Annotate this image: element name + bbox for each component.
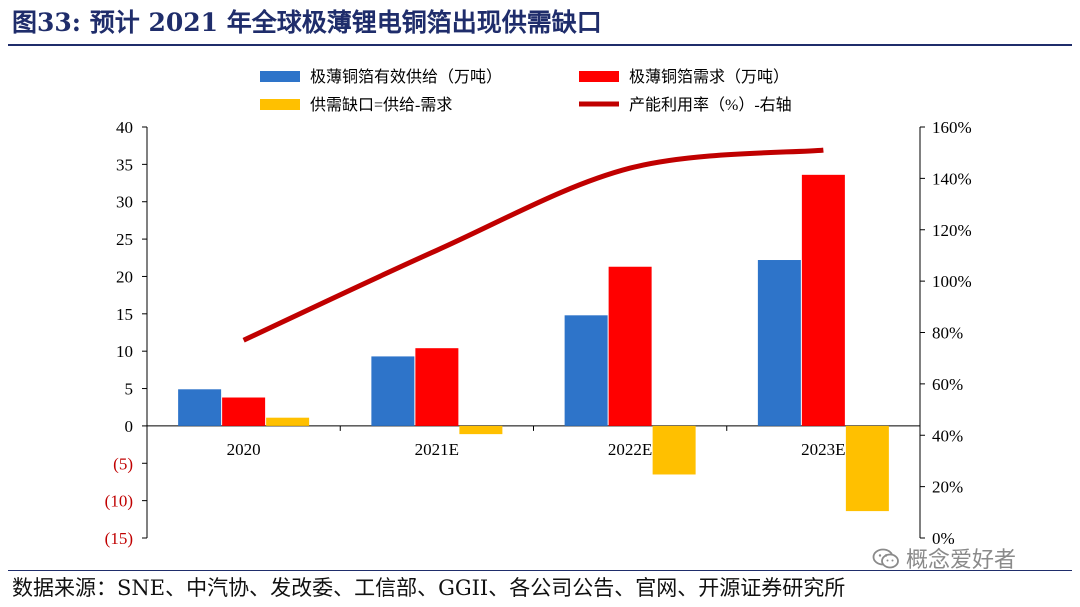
bar-gap bbox=[459, 425, 503, 435]
chart-axes: (15) (10) (5) 0 5 10 15 20 25 30 35 40 0% 20% 40% 60% 80… bbox=[105, 118, 972, 548]
right-axis-tick-label: 160% bbox=[932, 118, 972, 137]
left-axis-tick-label: 35 bbox=[116, 155, 133, 174]
left-axis-tick-label: 10 bbox=[116, 342, 133, 361]
x-axis-category-label: 2022E bbox=[608, 440, 652, 459]
right-axis-tick-label: 120% bbox=[932, 221, 972, 240]
data-source-note: 数据来源：SNE、中汽协、发改委、工信部、GGII、各公司公告、官网、开源证券研… bbox=[12, 576, 846, 600]
figure-label: 图33: bbox=[12, 8, 82, 37]
title-divider bbox=[8, 44, 1072, 46]
right-axis-tick-label: 0% bbox=[932, 529, 955, 548]
x-axis-category-label: 2023E bbox=[801, 440, 845, 459]
bar-gap bbox=[652, 425, 696, 475]
watermark: 概念爱好者 bbox=[872, 542, 1016, 574]
bar-gap bbox=[266, 417, 310, 426]
page-title: 图33: 预计 2021 年全球极薄锂电铜箔出现供需缺口 bbox=[12, 6, 602, 40]
right-axis-tick-label: 100% bbox=[932, 272, 972, 291]
left-axis-tick-label: (10) bbox=[105, 492, 133, 511]
watermark-text: 概念爱好者 bbox=[906, 548, 1017, 573]
left-axis-tick-label: 15 bbox=[116, 305, 133, 324]
left-axis-tick-label: 5 bbox=[125, 380, 134, 399]
bar-supply bbox=[564, 315, 608, 426]
chart-bars bbox=[178, 174, 889, 512]
right-axis-tick-label: 40% bbox=[932, 426, 963, 445]
legend-label: 产能利用率（%）-右轴 bbox=[629, 96, 792, 114]
bar-demand bbox=[801, 174, 845, 426]
right-axis-tick-label: 80% bbox=[932, 324, 963, 343]
chart-line bbox=[242, 147, 824, 343]
wechat-icon bbox=[872, 548, 899, 569]
left-axis-tick-label: 20 bbox=[116, 267, 133, 286]
legend-label: 极薄铜箔需求（万吨） bbox=[629, 68, 789, 86]
x-axis-category-label: 2021E bbox=[415, 440, 459, 459]
left-axis-tick-label: 40 bbox=[116, 118, 133, 137]
bar-gap bbox=[845, 425, 889, 512]
left-axis-tick-label: 25 bbox=[116, 230, 133, 249]
bar-supply bbox=[371, 356, 415, 426]
left-axis-tick-label: (15) bbox=[105, 529, 133, 548]
left-axis-tick-label: 30 bbox=[116, 193, 133, 212]
x-axis-category-label: 2020 bbox=[227, 440, 261, 459]
footer-divider bbox=[8, 570, 1072, 571]
right-axis-tick-label: 20% bbox=[932, 478, 963, 497]
right-axis-tick-label: 60% bbox=[932, 375, 963, 394]
legend-swatch bbox=[260, 99, 300, 110]
bar-supply bbox=[178, 389, 222, 426]
bar-demand bbox=[222, 397, 266, 426]
figure-title: 预计 2021 年全球极薄锂电铜箔出现供需缺口 bbox=[89, 8, 602, 37]
legend-swatch bbox=[260, 71, 300, 82]
chart: 极薄铜箔有效供给（万吨） 极薄铜箔需求（万吨） 供需缺口=供给-需求 产能利用率（%）… bbox=[105, 68, 972, 548]
bar-supply bbox=[757, 260, 801, 426]
bar-demand bbox=[415, 348, 459, 426]
right-axis-tick-label: 140% bbox=[932, 169, 972, 188]
bar-demand bbox=[608, 266, 652, 426]
legend-label: 极薄铜箔有效供给（万吨） bbox=[310, 68, 502, 86]
utilization-line bbox=[242, 147, 824, 343]
legend-swatch bbox=[579, 71, 619, 82]
legend-label: 供需缺口=供给-需求 bbox=[310, 96, 452, 114]
chart-legend: 极薄铜箔有效供给（万吨） 极薄铜箔需求（万吨） 供需缺口=供给-需求 产能利用率（%）… bbox=[260, 68, 792, 114]
left-axis-tick-label: 0 bbox=[125, 417, 134, 436]
left-axis-tick-label: (5) bbox=[113, 454, 133, 473]
